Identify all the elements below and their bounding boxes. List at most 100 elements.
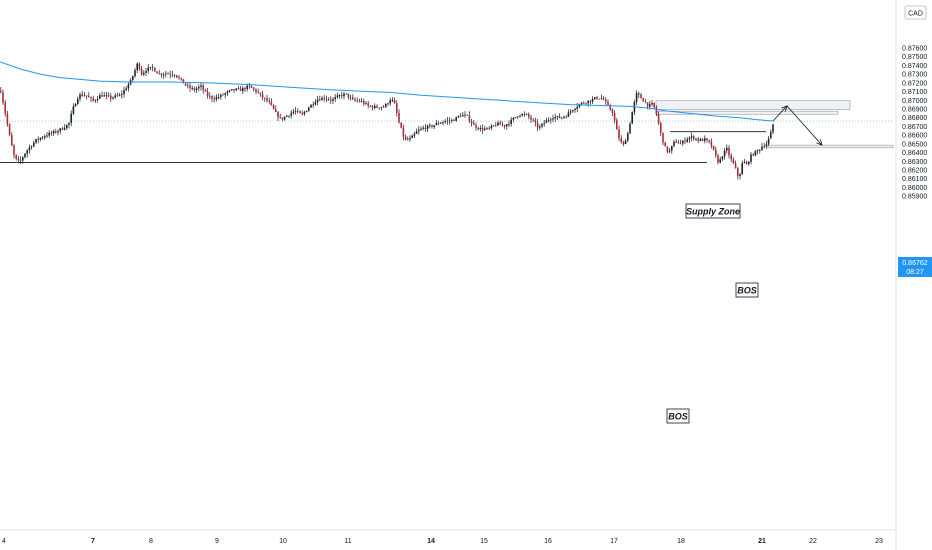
candle-body	[547, 120, 550, 121]
candle-body	[534, 120, 537, 123]
candle-body	[255, 89, 257, 92]
candle-body	[66, 124, 68, 129]
candle-body	[4, 102, 6, 114]
candle-body	[734, 163, 737, 168]
x-tick-label: 8	[149, 538, 153, 545]
candle-body	[28, 147, 31, 151]
candle-body	[13, 145, 15, 155]
currency-badge[interactable]	[904, 5, 927, 20]
candle-body	[41, 137, 44, 139]
candle-body	[741, 163, 743, 175]
candle-body	[693, 136, 695, 139]
candle-body	[336, 95, 339, 98]
price-axis[interactable]: CAD 0.876000.875000.874000.873000.872000…	[895, 0, 932, 550]
candle-body	[239, 88, 242, 92]
candle-body	[688, 137, 691, 140]
projection-segment[interactable]	[772, 105, 788, 122]
candle-body	[132, 76, 134, 81]
y-tick-label: 0.87500	[902, 54, 927, 61]
candle-body	[622, 142, 625, 145]
candle-body	[345, 93, 347, 95]
candle-body	[620, 138, 622, 143]
projection-arrowhead	[816, 139, 823, 146]
candle-body	[664, 142, 666, 147]
candle-body	[763, 146, 765, 148]
candle-body	[103, 95, 105, 97]
candle-body	[270, 101, 273, 105]
candle-body	[415, 131, 418, 134]
time-axis[interactable]: 4 7 8 9 10 11 14 15 16 17 18 21 22 23	[0, 529, 896, 545]
candle-body	[6, 113, 9, 125]
y-tick-label: 0.87200	[902, 80, 927, 87]
candle-body	[266, 98, 268, 101]
y-tick-label: 0.85900	[902, 194, 927, 201]
candle-body	[237, 88, 240, 90]
candle-body	[257, 91, 259, 93]
candle-body	[418, 129, 420, 132]
candle-body	[63, 128, 66, 130]
candle-body	[426, 125, 429, 130]
candle-body	[477, 127, 479, 130]
candle-body	[424, 127, 427, 130]
candle-body	[79, 94, 81, 99]
candle-body	[627, 133, 629, 141]
supply-zone[interactable]	[655, 100, 851, 110]
bos-lower-annotation: BOS	[666, 408, 690, 424]
candle-body	[550, 119, 552, 121]
y-tick-label: 0.87400	[902, 63, 927, 70]
current-price-badge	[898, 257, 932, 277]
candle-body	[708, 140, 710, 142]
candle-body	[431, 125, 433, 127]
candle-body	[363, 101, 365, 104]
candle-body	[759, 149, 761, 151]
candle-body	[536, 122, 539, 128]
candle-body	[371, 106, 374, 108]
candle-body	[587, 100, 589, 104]
candle-body	[235, 88, 237, 91]
candle-body	[354, 99, 356, 101]
candle-body	[646, 102, 649, 107]
candle-body	[437, 123, 440, 124]
candle-body	[127, 84, 130, 89]
candle-body	[134, 70, 136, 77]
candle-body	[343, 93, 345, 97]
candle-body	[739, 174, 741, 177]
candle-body	[558, 116, 561, 119]
candle-body	[88, 95, 90, 98]
candle-body	[123, 90, 125, 95]
candle-body	[770, 132, 772, 139]
candle-body	[96, 98, 99, 101]
candle-body	[583, 102, 585, 104]
bos-upper-label: BOS	[737, 286, 757, 296]
candle-body	[490, 125, 493, 129]
candle-body	[679, 143, 682, 145]
candle-body	[211, 96, 213, 99]
candle-body	[554, 116, 556, 119]
candle-body	[545, 120, 548, 123]
candle-body	[209, 96, 211, 97]
candle-body	[429, 125, 431, 127]
candle-body	[598, 98, 600, 100]
candle-body	[732, 159, 735, 164]
candle-body	[46, 135, 48, 137]
candle-body	[552, 118, 554, 120]
candle-body	[444, 121, 446, 123]
candle-body	[704, 138, 706, 141]
countdown-timer: 08:27	[906, 269, 924, 276]
candle-body	[204, 90, 207, 92]
candle-body	[721, 156, 724, 160]
candle-body	[726, 147, 728, 151]
candle-body	[11, 134, 13, 146]
projection-segment[interactable]	[786, 105, 823, 146]
candle-body	[468, 115, 471, 121]
candle-body	[657, 114, 660, 124]
candle-body	[602, 98, 605, 100]
candle-body	[767, 138, 770, 145]
target-zone[interactable]	[767, 144, 894, 149]
candle-body	[189, 85, 191, 89]
projection-layer	[772, 105, 823, 146]
candle-body	[455, 117, 457, 121]
candle-body	[30, 146, 33, 148]
candle-body	[745, 162, 748, 164]
